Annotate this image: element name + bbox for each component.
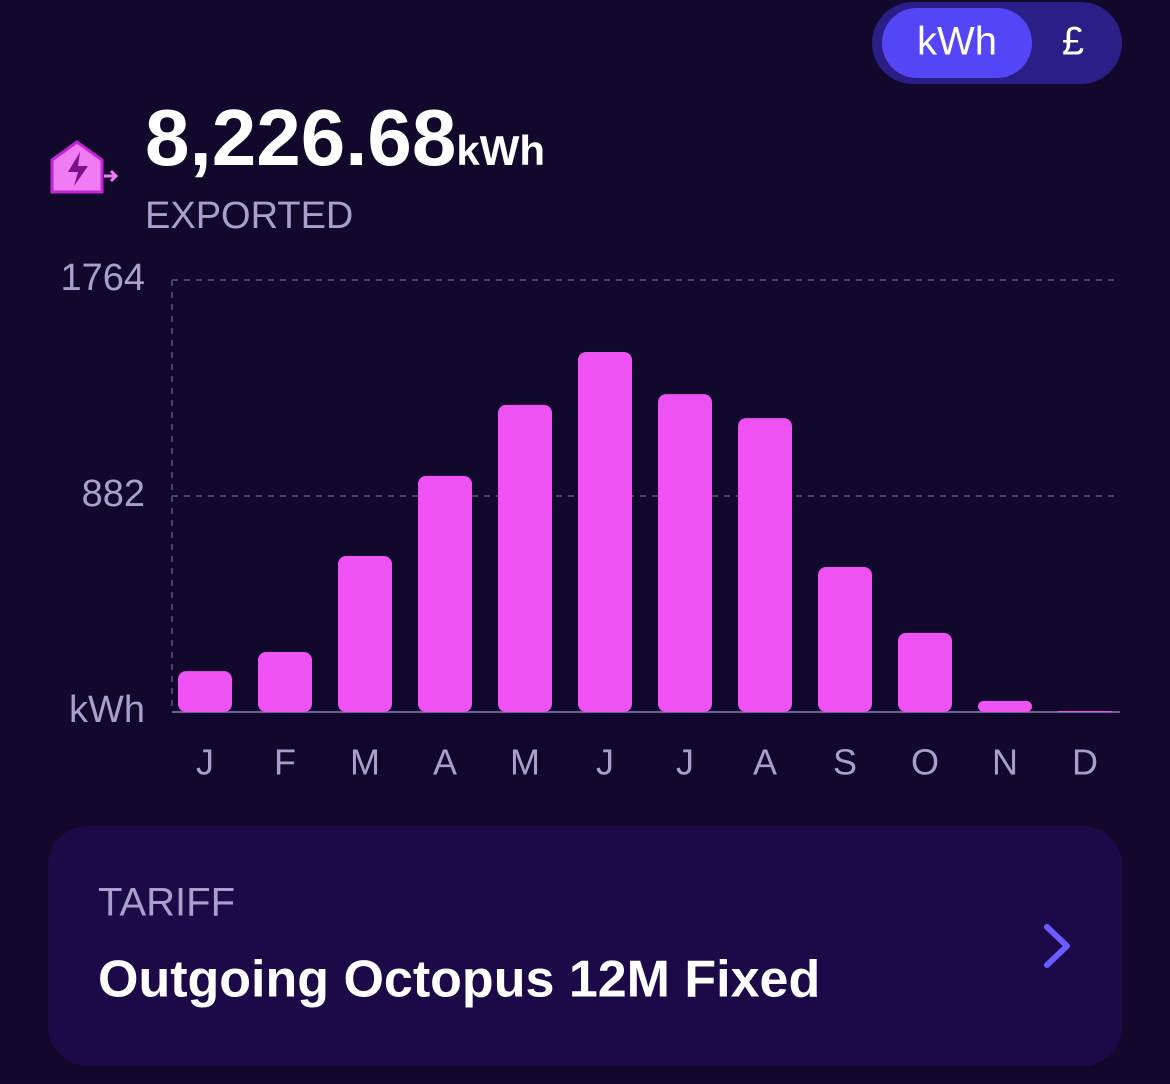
unit-toggle: kWh £ bbox=[872, 2, 1122, 84]
chart: kWh 882 1764 J F M A M J J A S O N D bbox=[60, 257, 1120, 783]
arrow bbox=[104, 169, 119, 183]
bar bbox=[738, 418, 792, 712]
y-tick-label: kWh bbox=[69, 689, 145, 731]
bolt bbox=[68, 152, 88, 186]
bar bbox=[178, 671, 232, 712]
x-tick-label: J bbox=[676, 742, 694, 783]
x-tick-label: N bbox=[992, 742, 1018, 783]
bar bbox=[258, 652, 312, 712]
bar bbox=[498, 404, 552, 712]
bar bbox=[338, 556, 392, 712]
tariff-card[interactable]: TARIFF Outgoing Octopus 12M Fixed bbox=[48, 826, 1122, 1066]
bar bbox=[1058, 711, 1112, 712]
total-exported: 8,226.68kWh bbox=[145, 93, 545, 182]
total-value: 8,226.68 bbox=[145, 93, 456, 182]
x-tick-label: J bbox=[596, 742, 614, 783]
x-tick-label: D bbox=[1072, 742, 1098, 783]
export-icon bbox=[50, 140, 119, 194]
x-tick-label: A bbox=[433, 742, 457, 783]
bar bbox=[418, 475, 472, 712]
x-tick-label: F bbox=[274, 742, 296, 783]
bar bbox=[818, 567, 872, 712]
y-tick-label: 1764 bbox=[60, 257, 145, 299]
total-label: EXPORTED bbox=[145, 195, 353, 237]
tariff-name: Outgoing Octopus 12M Fixed bbox=[98, 951, 820, 1009]
chevron[interactable] bbox=[1044, 924, 1070, 968]
x-tick-label: M bbox=[510, 742, 540, 783]
x-tick-label: J bbox=[196, 742, 214, 783]
toggle-option[interactable]: £ bbox=[1062, 20, 1084, 64]
tariff-label: TARIFF bbox=[98, 881, 235, 925]
y-tick-label: 882 bbox=[82, 473, 145, 515]
bar bbox=[578, 352, 632, 712]
x-tick-label: S bbox=[833, 742, 857, 783]
toggle-option[interactable]: kWh bbox=[917, 20, 997, 64]
bar bbox=[898, 632, 952, 712]
x-tick-label: M bbox=[350, 742, 380, 783]
card-background[interactable] bbox=[48, 826, 1122, 1066]
toggle-selected[interactable] bbox=[882, 8, 1032, 78]
bar bbox=[658, 394, 712, 712]
total-unit: kWh bbox=[456, 127, 545, 174]
x-tick-label: A bbox=[753, 742, 777, 783]
bar bbox=[978, 700, 1032, 712]
x-tick-label: O bbox=[911, 742, 939, 783]
